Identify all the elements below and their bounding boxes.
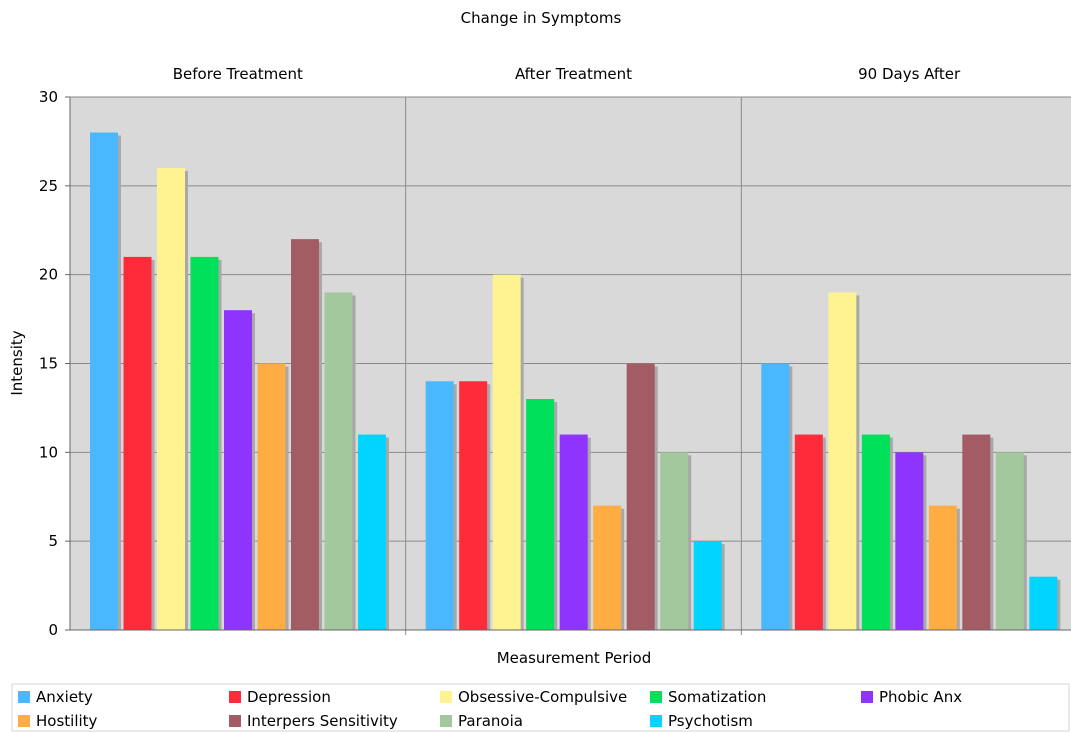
bar <box>995 452 1024 630</box>
bar <box>928 505 957 630</box>
legend: Anxiety Depression Obsessive-Compulsive Som… <box>11 683 1070 732</box>
bar <box>660 452 689 630</box>
legend-swatch <box>18 715 30 727</box>
category-label: Before Treatment <box>173 65 303 83</box>
legend-label: Phobic Anx <box>879 688 962 706</box>
bar <box>224 310 252 630</box>
legend-swatch <box>650 715 662 727</box>
bar <box>526 399 555 630</box>
y-tick-label: 20 <box>39 266 58 284</box>
category-label: After Treatment <box>515 65 632 83</box>
legend-swatch <box>440 715 452 727</box>
category-label: 90 Days After <box>858 65 961 83</box>
bar <box>828 292 857 630</box>
legend-swatch <box>650 691 662 703</box>
bar <box>962 434 991 630</box>
bar <box>90 132 118 631</box>
y-tick-label: 5 <box>48 532 58 550</box>
y-tick-label: 25 <box>39 177 58 195</box>
bar <box>190 256 219 630</box>
bar <box>559 434 588 630</box>
legend-label: Obsessive-Compulsive <box>458 688 627 706</box>
legend-swatch <box>861 691 873 703</box>
legend-swatch <box>440 691 452 703</box>
y-tick-label: 10 <box>39 443 58 461</box>
bar <box>157 168 185 631</box>
legend-swatch <box>229 691 241 703</box>
bar <box>761 363 790 630</box>
bar <box>459 381 488 630</box>
legend-label: Hostility <box>36 712 98 730</box>
legend-label: Paranoia <box>458 712 523 730</box>
bar <box>492 274 521 630</box>
legend-label: Interpers Sensitivity <box>247 712 398 730</box>
bar <box>593 505 622 630</box>
bar <box>324 292 353 630</box>
bar <box>693 541 722 630</box>
bar-layer <box>90 132 1061 631</box>
legend-label: Psychotism <box>668 712 753 730</box>
bar <box>794 434 823 630</box>
bar <box>257 363 286 630</box>
chart-title: Change in Symptoms <box>461 9 622 27</box>
bar <box>291 239 319 630</box>
y-axis-title: Intensity <box>8 330 26 395</box>
legend-label: Depression <box>247 688 331 706</box>
bar <box>626 363 655 630</box>
bar <box>123 256 152 630</box>
y-tick-label: 0 <box>48 621 58 639</box>
bar <box>1029 576 1058 630</box>
legend-swatch <box>18 691 30 703</box>
category-label-layer: Before Treatment After Treatment 90 Days A… <box>173 65 961 83</box>
legend-box <box>11 683 1070 732</box>
bar <box>861 434 890 630</box>
bar <box>358 434 386 630</box>
y-tick-label: 30 <box>39 88 58 106</box>
bar <box>425 381 454 630</box>
y-tick-label: 15 <box>39 355 58 373</box>
bar <box>895 452 924 630</box>
legend-label: Somatization <box>668 688 766 706</box>
legend-label: Anxiety <box>36 688 93 706</box>
legend-swatch <box>229 715 241 727</box>
x-axis-title: Measurement Period <box>497 649 652 667</box>
axis-layer: 0 5 10 15 20 25 30 <box>39 88 1071 639</box>
